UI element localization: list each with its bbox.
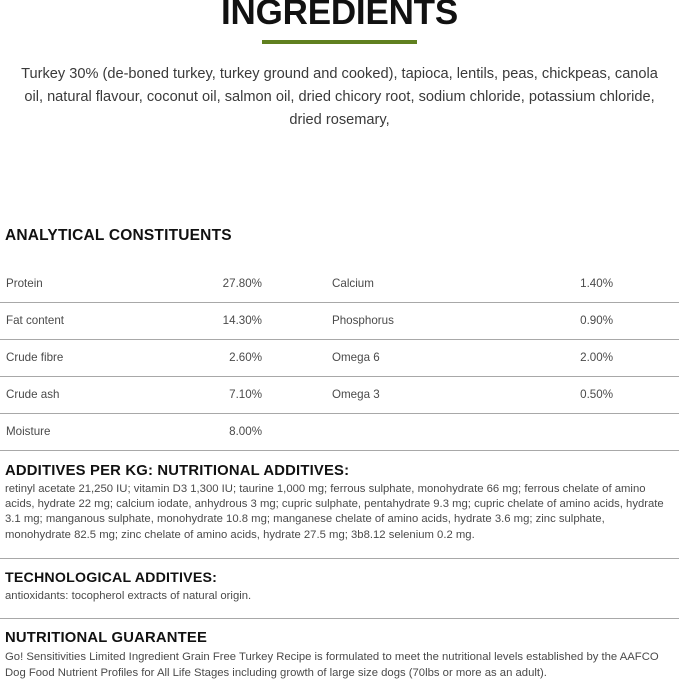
- constituent-value: [516, 413, 679, 450]
- title-accent-rule: [262, 40, 417, 44]
- constituent-label: Moisture: [6, 425, 51, 438]
- nutritional-additives-heading: ADDITIVES PER KG: NUTRITIONAL ADDITIVES:: [5, 462, 350, 479]
- nutritional-guarantee-heading: NUTRITIONAL GUARANTEE: [5, 629, 208, 646]
- constituent-value: 14.30%: [222, 314, 262, 327]
- section-divider: [0, 617, 679, 619]
- constituent-label: Omega 3: [332, 388, 380, 401]
- spacer: [0, 543, 679, 558]
- constituent-value: 1.40%: [580, 276, 613, 290]
- technological-additives-section: TECHNOLOGICAL ADDITIVES: antioxidants: t…: [0, 570, 679, 604]
- constituent-value: 0.50%: [580, 388, 613, 401]
- spacer: [0, 605, 679, 618]
- table-row: Moisture 8.00%: [0, 413, 679, 450]
- page-title: INGREDIENTS: [221, 0, 458, 32]
- constituent-value: 2.60%: [229, 351, 262, 364]
- analytical-constituents-section: ANALYTICAL CONSTITUENTS Protein 27.80% C…: [0, 227, 679, 451]
- constituent-label: Protein: [6, 276, 43, 290]
- nutritional-guarantee-section: NUTRITIONAL GUARANTEE Go! Sensitivities …: [0, 630, 679, 681]
- constituent-label: Calcium: [332, 276, 374, 290]
- constituent-label: Phosphorus: [332, 314, 394, 327]
- ingredients-text: Turkey 30% (de-boned turkey, turkey grou…: [21, 66, 658, 128]
- nutritional-additives-section: ADDITIVES PER KG: NUTRITIONAL ADDITIVES:…: [0, 463, 679, 544]
- title-accent-rule-container: [0, 40, 679, 44]
- constituent-value: 7.10%: [229, 388, 262, 401]
- section-divider: [0, 558, 679, 560]
- technological-additives-text: antioxidants: tocopherol extracts of nat…: [5, 590, 252, 603]
- analytical-constituents-table: Protein 27.80% Calcium 1.40% Fat content…: [0, 265, 679, 451]
- constituent-value: 8.00%: [229, 425, 262, 438]
- nutritional-additives-text: retinyl acetate 21,250 IU; vitamin D3 1,…: [5, 482, 664, 541]
- constituent-value: 27.80%: [222, 276, 262, 290]
- constituent-label: Crude ash: [6, 388, 60, 401]
- table-row: Crude fibre 2.60% Omega 6 2.00%: [0, 339, 679, 376]
- analytical-constituents-heading: ANALYTICAL CONSTITUENTS: [5, 227, 232, 244]
- nutritional-guarantee-text: Go! Sensitivities Limited Ingredient Gra…: [5, 650, 659, 679]
- technological-additives-heading: TECHNOLOGICAL ADDITIVES:: [5, 570, 218, 587]
- constituent-label: [316, 413, 516, 450]
- constituent-label: Fat content: [6, 314, 65, 327]
- constituent-label: Crude fibre: [6, 351, 64, 364]
- constituent-value: 0.90%: [580, 314, 613, 327]
- constituent-label: Omega 6: [332, 351, 380, 364]
- constituent-value: 2.00%: [580, 351, 613, 364]
- table-row: Crude ash 7.10% Omega 3 0.50%: [0, 376, 679, 413]
- table-row: Protein 27.80% Calcium 1.40%: [0, 265, 679, 302]
- table-body: Protein 27.80% Calcium 1.40% Fat content…: [0, 265, 679, 450]
- table-row: Fat content 14.30% Phosphorus 0.90%: [0, 302, 679, 339]
